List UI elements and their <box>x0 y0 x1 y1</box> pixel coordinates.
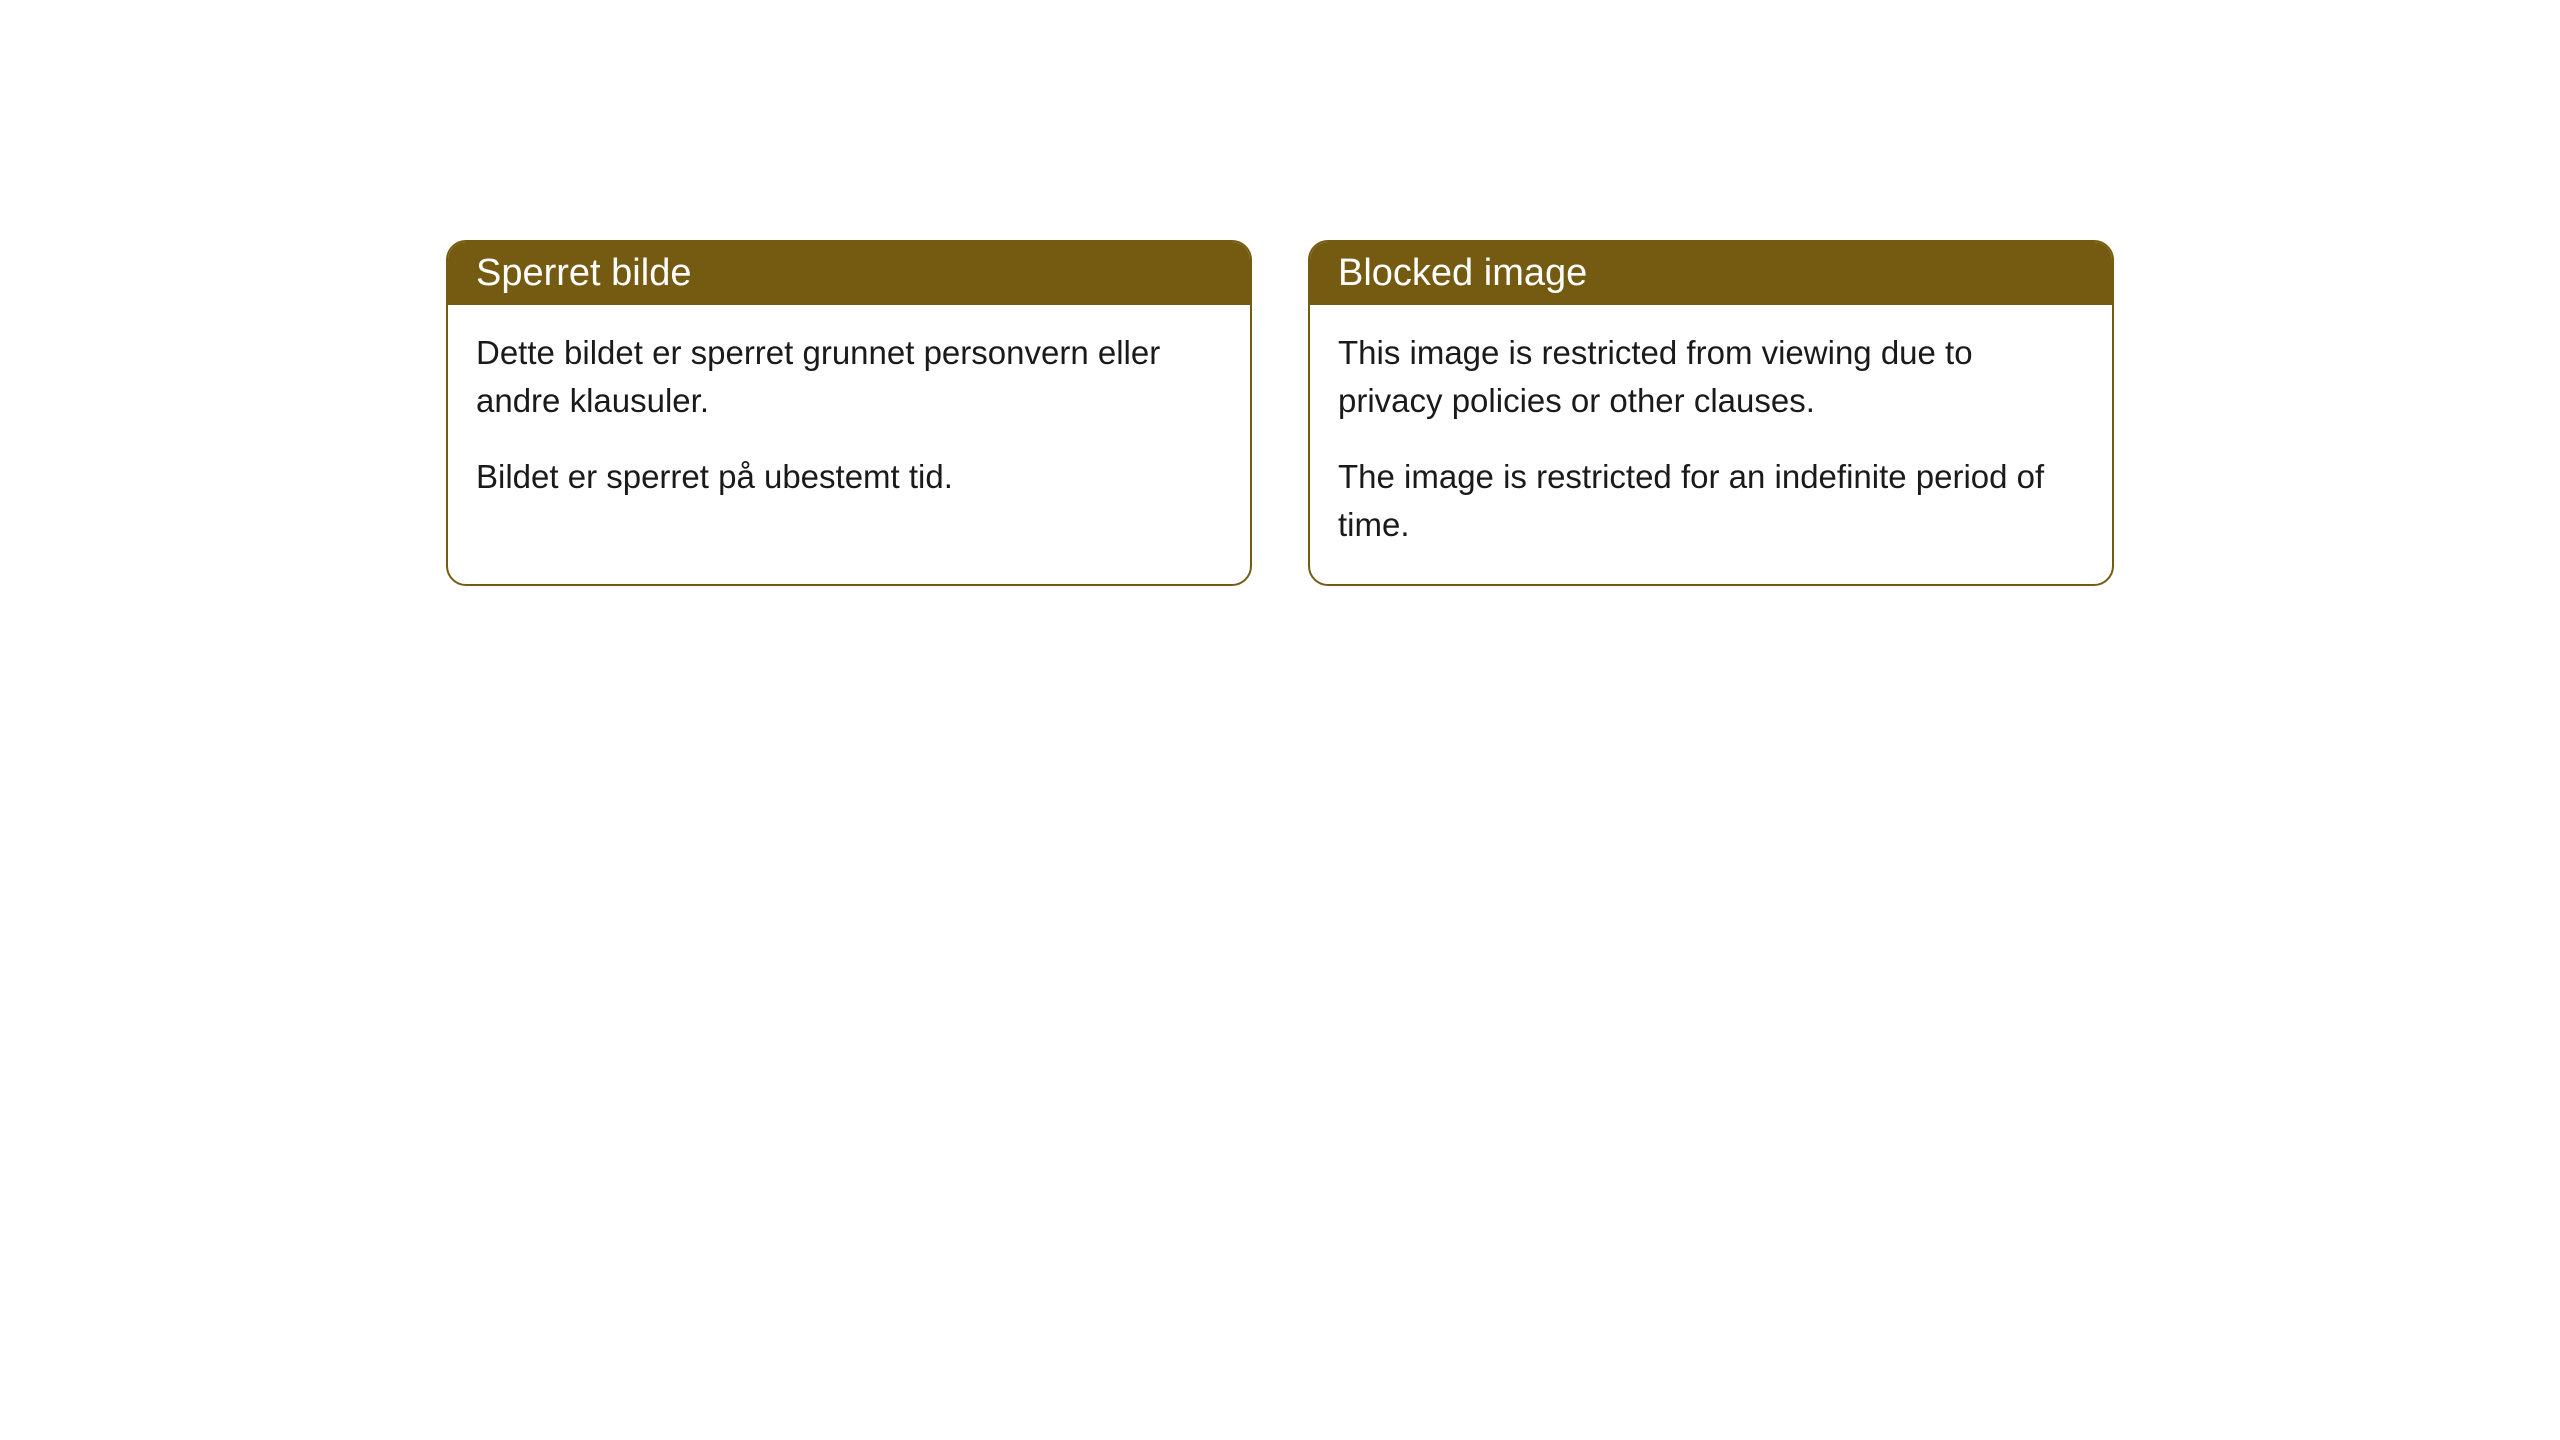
notice-card-english: Blocked image This image is restricted f… <box>1308 240 2114 586</box>
card-text-line1: Dette bildet er sperret grunnet personve… <box>476 329 1222 425</box>
notice-card-norwegian: Sperret bilde Dette bildet er sperret gr… <box>446 240 1252 586</box>
card-header-english: Blocked image <box>1310 242 2112 305</box>
card-title: Sperret bilde <box>476 252 691 294</box>
card-header-norwegian: Sperret bilde <box>448 242 1250 305</box>
card-title: Blocked image <box>1338 252 1587 294</box>
card-body-norwegian: Dette bildet er sperret grunnet personve… <box>448 305 1250 537</box>
notice-cards-container: Sperret bilde Dette bildet er sperret gr… <box>0 240 2560 586</box>
card-text-line2: The image is restricted for an indefinit… <box>1338 453 2084 549</box>
card-text-line2: Bildet er sperret på ubestemt tid. <box>476 453 1222 501</box>
card-text-line1: This image is restricted from viewing du… <box>1338 329 2084 425</box>
card-body-english: This image is restricted from viewing du… <box>1310 305 2112 584</box>
